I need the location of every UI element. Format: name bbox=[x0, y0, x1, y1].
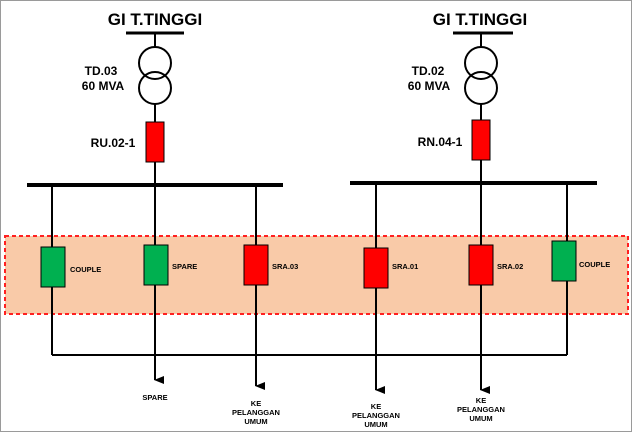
right-feeder-1-label: SRA.01 bbox=[392, 262, 418, 271]
right-feeder-1-destination-line-2: PELANGGAN bbox=[352, 411, 400, 420]
left-feeder-2-label: SPARE bbox=[172, 262, 197, 271]
right-incoming-breaker[interactable] bbox=[471, 119, 491, 161]
left-feeder-1-breaker[interactable] bbox=[40, 246, 66, 288]
right-incoming-breaker-label: RN.04-1 bbox=[418, 135, 463, 149]
right-feeder-3-breaker[interactable] bbox=[551, 240, 577, 282]
left-feeder-2-breaker[interactable] bbox=[143, 244, 169, 286]
left-transformer-name: TD.03 bbox=[85, 64, 118, 78]
feeder-zone bbox=[4, 235, 629, 315]
right-title: GI T.TINGGI bbox=[433, 10, 527, 29]
left-feeder-3-breaker[interactable] bbox=[243, 244, 269, 286]
right-feeder-2-label: SRA.02 bbox=[497, 262, 523, 271]
left-title: GI T.TINGGI bbox=[108, 10, 202, 29]
left-feeder-3-label: SRA.03 bbox=[272, 262, 298, 271]
left-feeder-3-destination-line-2: PELANGGAN bbox=[232, 408, 280, 417]
right-transformer-icon bbox=[464, 46, 498, 105]
right-feeder-1-destination-line-1: KE bbox=[371, 402, 381, 411]
right-feeder-1-breaker[interactable] bbox=[363, 247, 389, 289]
left-transformer-icon bbox=[138, 46, 172, 105]
right-feeder-3-label: COUPLE bbox=[579, 260, 610, 269]
right-feeder-2-destination-line-1: KE bbox=[476, 396, 486, 405]
right-transformer-rating: 60 MVA bbox=[408, 79, 451, 93]
right-feeder-1-destination-line-3: UMUM bbox=[364, 420, 387, 429]
left-transformer-rating: 60 MVA bbox=[82, 79, 125, 93]
right-feeder-2-breaker[interactable] bbox=[468, 244, 494, 286]
left-incoming-breaker-label: RU.02-1 bbox=[91, 136, 136, 150]
left-feeder-2-destination: SPARE bbox=[142, 393, 167, 402]
right-feeder-2-destination-line-2: PELANGGAN bbox=[457, 405, 505, 414]
left-feeder-3-destination-line-3: UMUM bbox=[244, 417, 267, 426]
left-incoming-breaker[interactable] bbox=[145, 121, 165, 163]
right-transformer-name: TD.02 bbox=[412, 64, 445, 78]
right-feeder-2-destination-line-3: UMUM bbox=[469, 414, 492, 423]
left-feeder-1-label: COUPLE bbox=[70, 265, 101, 274]
left-feeder-3-destination-line-1: KE bbox=[251, 399, 261, 408]
